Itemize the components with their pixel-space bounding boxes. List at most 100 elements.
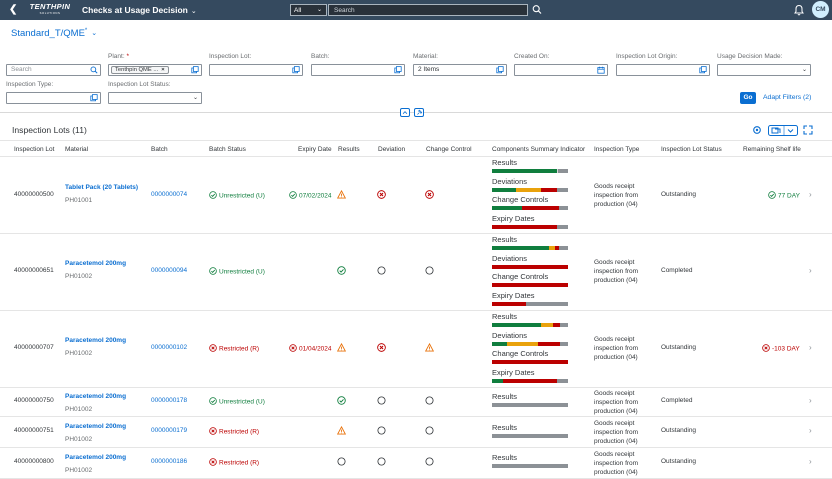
summary-bar-deviations[interactable] (492, 264, 568, 269)
row-navigation-chevron-icon[interactable]: › (809, 457, 812, 466)
col-inspection-lot-status[interactable]: Inspection Lot Status (661, 146, 722, 153)
results-success-icon[interactable] (337, 266, 346, 275)
col-change-control[interactable]: Change Control (426, 146, 472, 153)
export-menu-button[interactable] (768, 125, 798, 136)
inspection-type-field[interactable] (6, 92, 101, 104)
summary-bar-results[interactable] (492, 464, 568, 468)
results-warning-icon[interactable] (336, 342, 347, 352)
filter-search-input[interactable]: Search (6, 64, 101, 76)
avatar[interactable]: CM (812, 1, 829, 18)
summary-bar-change[interactable] (492, 206, 568, 210)
table-row[interactable]: 40000000751 Paracetemol 200mg PH01002 00000… (0, 417, 832, 448)
collapse-header-button[interactable] (400, 108, 410, 117)
pin-header-button[interactable] (414, 108, 424, 117)
row-navigation-chevron-icon[interactable]: › (809, 426, 812, 435)
table-row[interactable]: 40000000500 Tablet Pack (20 Tablets) PH010… (0, 157, 832, 234)
summary-bar-results[interactable] (492, 169, 568, 173)
value-help-icon[interactable] (496, 66, 504, 74)
summary-bar-results[interactable] (492, 403, 568, 407)
results-neutral-circle-icon[interactable] (337, 457, 346, 466)
deviation-error-icon[interactable] (377, 343, 386, 352)
value-help-icon[interactable] (90, 94, 98, 102)
variant-management[interactable]: Standard_T/QME* ⌄ (11, 25, 97, 40)
deviation-neutral-circle-icon[interactable] (377, 396, 386, 405)
close-icon[interactable]: × (161, 67, 165, 73)
material-link[interactable]: Tablet Pack (20 Tablets) (65, 184, 139, 191)
batch-link[interactable]: 0000000102 (151, 344, 188, 351)
batch-link[interactable]: 0000000094 (151, 267, 188, 274)
summary-bar-expiry[interactable] (492, 301, 568, 306)
inspection-lot-status-select[interactable]: ⌄ (108, 92, 202, 104)
col-deviation[interactable]: Deviation (378, 146, 406, 153)
col-components-summary[interactable]: Components Summary Indicator (492, 146, 586, 153)
batch-link[interactable]: 0000000186 (151, 458, 188, 465)
col-inspection-type[interactable]: Inspection Type (594, 146, 640, 153)
search-icon[interactable] (90, 66, 98, 74)
row-navigation-chevron-icon[interactable]: › (809, 190, 812, 199)
row-navigation-chevron-icon[interactable]: › (809, 266, 812, 275)
search-icon[interactable] (532, 4, 542, 15)
app-title-menu[interactable]: Checks at Usage Decision ⌄ (82, 5, 197, 17)
summary-bar-results[interactable] (492, 434, 568, 438)
col-results[interactable]: Results (338, 146, 360, 153)
fullscreen-icon[interactable] (803, 125, 813, 135)
inspection-lot-field[interactable] (209, 64, 303, 76)
bell-icon[interactable] (794, 4, 804, 16)
row-navigation-chevron-icon[interactable]: › (809, 343, 812, 352)
table-row[interactable]: 40000000651 Paracetemol 200mg PH01002 00000… (0, 234, 832, 311)
batch-link[interactable]: 0000000074 (151, 191, 188, 198)
results-warning-icon[interactable] (336, 189, 347, 199)
deviation-neutral-circle-icon[interactable] (377, 457, 386, 466)
col-batch-status[interactable]: Batch Status (209, 146, 246, 153)
results-warning-icon[interactable] (336, 425, 347, 435)
ud-made-select[interactable]: ⌄ (717, 64, 811, 76)
material-link[interactable]: Paracetemol 200mg (65, 393, 127, 400)
material-link[interactable]: Paracetemol 200mg (65, 260, 127, 267)
summary-bar-expiry[interactable] (492, 224, 568, 229)
row-navigation-chevron-icon[interactable]: › (809, 396, 812, 405)
deviation-error-icon[interactable] (377, 190, 386, 199)
table-row[interactable]: 40000000800 Paracetemol 200mg PH01002 00000… (0, 448, 832, 479)
col-batch[interactable]: Batch (151, 146, 168, 153)
change-control-neutral-circle-icon[interactable] (425, 396, 434, 405)
change-control-neutral-circle-icon[interactable] (425, 426, 434, 435)
value-help-icon[interactable] (292, 66, 300, 74)
summary-bar-results[interactable] (492, 246, 568, 250)
plant-field[interactable]: Tenthpin QME ... × (108, 64, 202, 76)
change-control-error-icon[interactable] (425, 190, 434, 199)
calendar-icon[interactable] (597, 66, 605, 74)
material-field[interactable]: 2 Items (413, 64, 507, 76)
table-row[interactable]: 40000000707 Paracetemol 200mg PH01002 00000… (0, 311, 832, 388)
change-control-neutral-circle-icon[interactable] (425, 457, 434, 466)
table-row[interactable]: 40000000750 Paracetemol 200mg PH01002 00000… (0, 388, 832, 417)
summary-bar-change[interactable] (492, 360, 568, 364)
origin-field[interactable] (616, 64, 710, 76)
global-search-input[interactable]: Search (328, 4, 528, 16)
col-remaining-shelf-life[interactable]: Remaining Shelf life (743, 146, 801, 153)
gear-icon[interactable] (752, 125, 762, 135)
batch-field[interactable] (311, 64, 405, 76)
batch-link[interactable]: 0000000178 (151, 397, 188, 404)
search-scope-select[interactable]: All ⌄ (290, 4, 327, 16)
results-success-icon[interactable] (337, 396, 346, 405)
summary-bar-results[interactable] (492, 323, 568, 327)
change-control-warning-icon[interactable] (424, 342, 435, 352)
col-expiry-date[interactable]: Expiry Date (298, 146, 332, 153)
value-help-icon[interactable] (191, 66, 199, 74)
material-link[interactable]: Paracetemol 200mg (65, 454, 127, 461)
material-link[interactable]: Paracetemol 200mg (65, 423, 127, 430)
adapt-filters-button[interactable]: Adapt Filters (2) (763, 94, 812, 101)
value-help-icon[interactable] (699, 66, 707, 74)
deviation-neutral-circle-icon[interactable] (377, 426, 386, 435)
summary-bar-expiry[interactable] (492, 378, 568, 383)
back-button[interactable]: ❮ (9, 4, 18, 15)
summary-bar-deviations[interactable] (492, 341, 568, 346)
company-logo[interactable]: TENTHPIN SOLUTIONS (27, 3, 73, 17)
col-inspection-lot[interactable]: Inspection Lot (14, 146, 55, 153)
value-help-icon[interactable] (394, 66, 402, 74)
summary-bar-change[interactable] (492, 283, 568, 287)
col-material[interactable]: Material (65, 146, 89, 153)
material-link[interactable]: Paracetemol 200mg (65, 337, 127, 344)
batch-link[interactable]: 0000000179 (151, 427, 188, 434)
deviation-neutral-circle-icon[interactable] (377, 266, 386, 275)
